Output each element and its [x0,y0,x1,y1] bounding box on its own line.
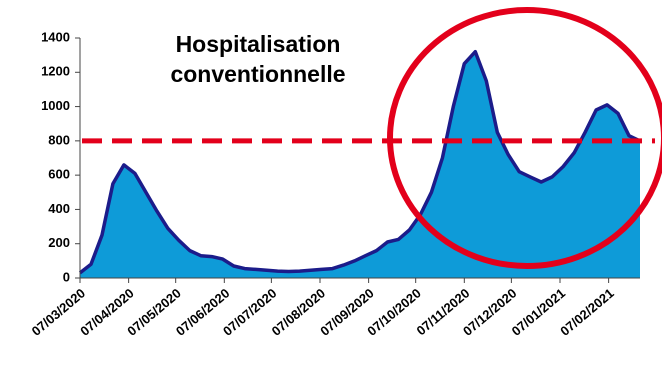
x-tick-label: 07/02/2021 [557,285,616,338]
area [80,51,640,279]
chart-title-1: Hospitalisation conventionnelle [170,31,345,87]
y-tick-label: 800 [48,132,70,147]
y-tick-label: 1200 [41,64,70,79]
y-tick-label: 600 [48,167,70,182]
y-tick-label: 0 [63,269,70,284]
y-tick-label: 200 [48,235,70,250]
y-tick-label: 1000 [41,98,70,113]
highlight-circle [387,7,662,269]
line [78,49,641,275]
y-tick-label: 400 [48,201,70,216]
y-tick-label: 1400 [41,29,70,44]
